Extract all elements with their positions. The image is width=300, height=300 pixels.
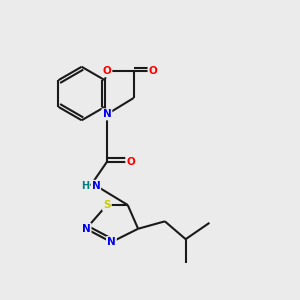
Text: N: N <box>107 237 116 247</box>
Text: H: H <box>81 181 89 191</box>
Text: S: S <box>103 200 111 210</box>
Text: N: N <box>82 224 91 234</box>
Text: N: N <box>103 109 111 119</box>
Text: O: O <box>126 157 135 167</box>
Text: O: O <box>103 66 111 76</box>
Text: N: N <box>92 181 100 191</box>
Text: O: O <box>148 66 157 76</box>
